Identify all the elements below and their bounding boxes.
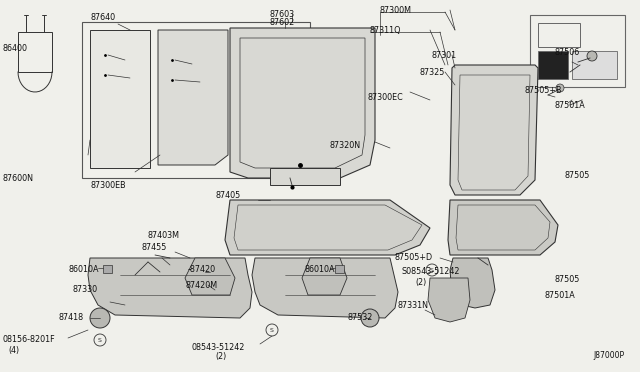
Circle shape [90,308,110,328]
Text: 87640: 87640 [90,13,115,22]
Text: 87505+B: 87505+B [525,86,563,94]
Text: 87501A: 87501A [555,100,586,109]
Text: 87418: 87418 [58,314,83,323]
Text: (2): (2) [215,353,227,362]
Text: 87331N: 87331N [398,301,429,310]
Polygon shape [450,65,538,195]
Text: 87300EC: 87300EC [368,93,404,102]
Text: 08543-51242: 08543-51242 [192,343,245,353]
Polygon shape [335,265,344,273]
Polygon shape [448,200,558,255]
Text: 87603: 87603 [270,10,295,19]
Text: 87532: 87532 [348,314,373,323]
Text: 87505+D: 87505+D [395,253,433,263]
Text: 87320N: 87320N [330,141,361,150]
Text: 86400: 86400 [2,44,27,52]
Polygon shape [185,258,235,295]
Text: 87405: 87405 [215,190,240,199]
Polygon shape [225,200,430,255]
Text: 87505: 87505 [565,170,590,180]
Polygon shape [270,168,340,185]
Text: 87455: 87455 [142,244,168,253]
Text: 87330: 87330 [72,285,97,295]
Circle shape [587,51,597,61]
Text: S08543-51242: S08543-51242 [402,267,461,276]
Text: 87403M: 87403M [148,231,180,240]
Text: S: S [430,267,434,273]
Text: 87300EB: 87300EB [90,180,125,189]
Polygon shape [450,258,495,308]
Text: 87420M: 87420M [185,280,217,289]
Polygon shape [428,278,470,322]
Text: (4): (4) [8,346,19,355]
Circle shape [361,309,379,327]
Text: 87600N: 87600N [2,173,33,183]
Text: 08156-8201F: 08156-8201F [2,336,54,344]
Polygon shape [572,51,617,79]
Text: J87000P: J87000P [594,351,625,360]
Circle shape [556,84,564,92]
Text: 87301: 87301 [432,51,457,60]
Text: S: S [98,337,102,343]
Polygon shape [302,258,347,295]
Text: S: S [270,327,274,333]
Text: 86010A: 86010A [68,266,99,275]
Polygon shape [230,28,375,178]
Text: -87420: -87420 [188,266,216,275]
Text: 87311Q: 87311Q [370,26,401,35]
Polygon shape [252,258,398,318]
Polygon shape [90,30,150,168]
Polygon shape [103,265,112,273]
Text: 87505: 87505 [555,276,580,285]
Polygon shape [538,51,568,79]
Polygon shape [88,258,252,318]
Text: 87300M: 87300M [380,6,412,15]
Text: 86010A: 86010A [305,266,335,275]
Polygon shape [158,30,228,165]
Text: 87325: 87325 [420,67,445,77]
Text: 87501A: 87501A [545,291,576,299]
Text: (2): (2) [415,278,426,286]
Text: 87602: 87602 [270,17,295,26]
Text: 87506: 87506 [555,48,580,57]
